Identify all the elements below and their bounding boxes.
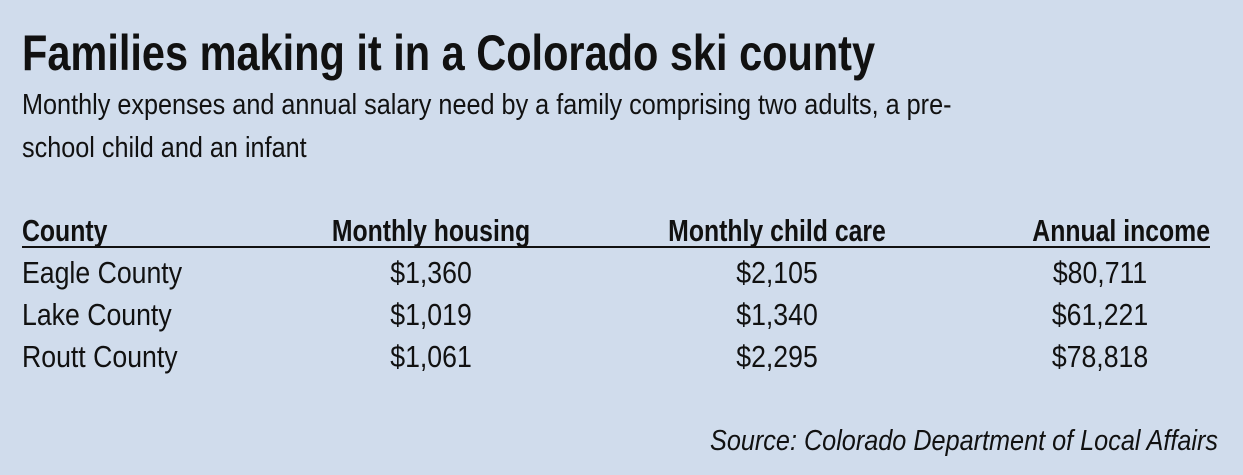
cell: $2,295	[736, 340, 818, 374]
cell: $1,340	[736, 298, 818, 332]
column-header: Monthly housing	[332, 213, 530, 247]
row-label: Eagle County	[22, 256, 183, 290]
cell: $61,221	[1052, 298, 1148, 332]
source: Source: Colorado Department of Local Aff…	[710, 423, 1218, 456]
cell: $80,711	[1053, 256, 1147, 290]
column-header: County	[22, 213, 108, 247]
column-header: Annual income	[1032, 213, 1210, 247]
cell: $1,019	[390, 298, 472, 332]
cell: $1,061	[390, 340, 472, 374]
cell: $1,360	[390, 256, 472, 290]
row-label: Routt County	[22, 340, 178, 374]
subtitle: Monthly expenses and annual salary need …	[22, 87, 952, 120]
subtitle: school child and an infant	[22, 130, 307, 163]
cell: $78,818	[1052, 340, 1148, 374]
column-header: Monthly child care	[668, 213, 886, 247]
title: Families making it in a Colorado ski cou…	[22, 24, 875, 81]
cell: $2,105	[736, 256, 818, 290]
row-label: Lake County	[22, 298, 172, 332]
